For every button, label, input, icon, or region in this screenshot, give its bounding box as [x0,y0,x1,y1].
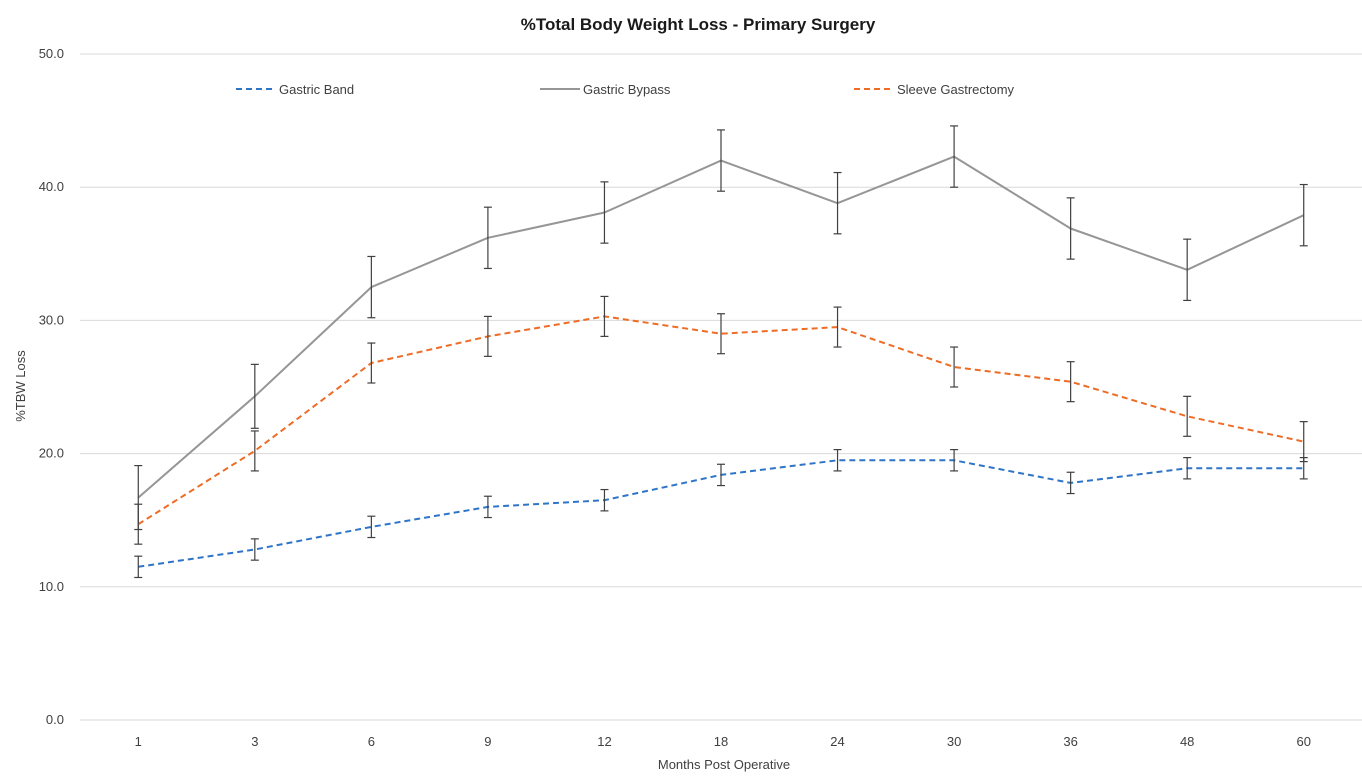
x-tick-label: 3 [251,734,258,749]
y-tick-label: 10.0 [39,579,64,594]
y-tick-label: 20.0 [39,446,64,461]
legend-label: Sleeve Gastrectomy [897,82,1015,97]
legend: Gastric Band Gastric Bypass Sleeve Gastrec… [236,82,1015,97]
legend-label: Gastric Band [279,82,354,97]
x-tick-label: 9 [484,734,491,749]
legend-item: Gastric Band [236,82,354,97]
x-tick-label: 36 [1063,734,1077,749]
series-sleeve-gastrectomy [134,296,1307,544]
series-group [134,126,1307,578]
legend-label: Gastric Bypass [583,82,671,97]
x-axis-label: Months Post Operative [658,757,790,772]
chart-title: %Total Body Weight Loss - Primary Surger… [521,15,876,34]
x-tick-label: 18 [714,734,728,749]
y-axis-label: %TBW Loss [13,350,28,422]
y-tick-label: 0.0 [46,712,64,727]
x-tick-label: 24 [830,734,844,749]
x-tick-label: 30 [947,734,961,749]
x-tick-label: 1 [135,734,142,749]
x-tick-label: 48 [1180,734,1194,749]
y-tick-labels: 0.0 10.0 20.0 30.0 40.0 50.0 [39,46,64,727]
y-tick-label: 30.0 [39,312,64,327]
series-gastric-band [134,450,1307,578]
legend-item: Sleeve Gastrectomy [854,82,1015,97]
y-tick-label: 50.0 [39,46,64,61]
x-tick-label: 60 [1296,734,1310,749]
legend-item: Gastric Bypass [540,82,671,97]
y-tick-label: 40.0 [39,179,64,194]
x-tick-label: 12 [597,734,611,749]
x-tick-label: 6 [368,734,375,749]
